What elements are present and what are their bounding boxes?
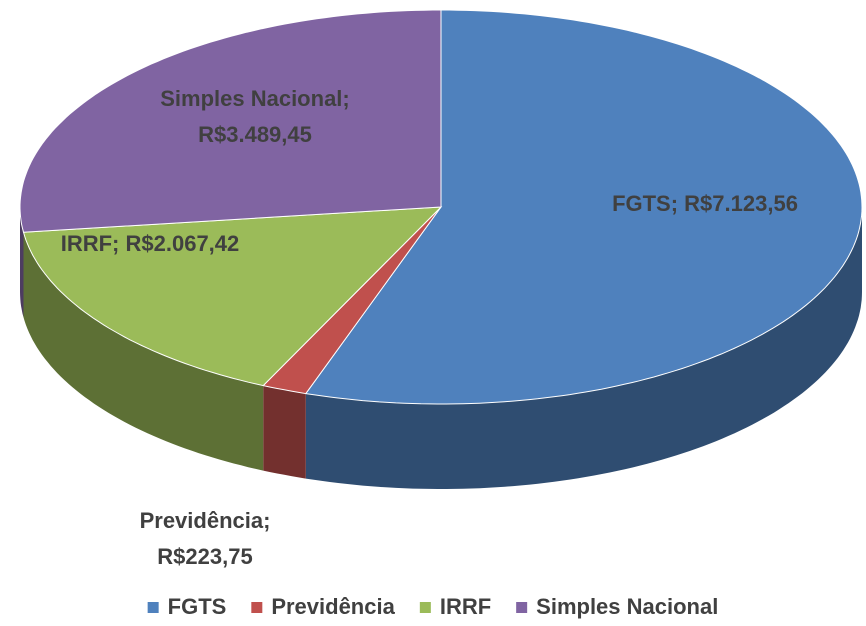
data-label: R$3.489,45 [198,122,312,147]
legend-label: Previdência [271,594,395,619]
pie-slice [19,9,442,233]
legend-swatch [251,602,263,613]
legend-label: FGTS [168,594,227,619]
legend-swatch [147,602,159,613]
data-label: Simples Nacional; [160,86,350,111]
legend: FGTS Previdência IRRF Simples Nacional [147,594,718,619]
legend-swatch [516,602,528,613]
pie-slice [304,9,863,405]
data-label: R$223,75 [157,544,252,569]
data-label: FGTS; R$7.123,56 [612,191,798,216]
legend-label: IRRF [440,594,491,619]
pie-slice [22,206,443,387]
legend-swatch [419,602,431,613]
pie-side [20,207,24,318]
data-label: Previdência; [140,508,271,533]
pie-side [23,232,264,471]
pie-side [263,385,306,479]
pie-side [305,207,862,489]
legend-label: Simples Nacional [536,594,718,619]
data-label: IRRF; R$2.067,42 [61,231,240,256]
pie-slice [262,206,442,395]
